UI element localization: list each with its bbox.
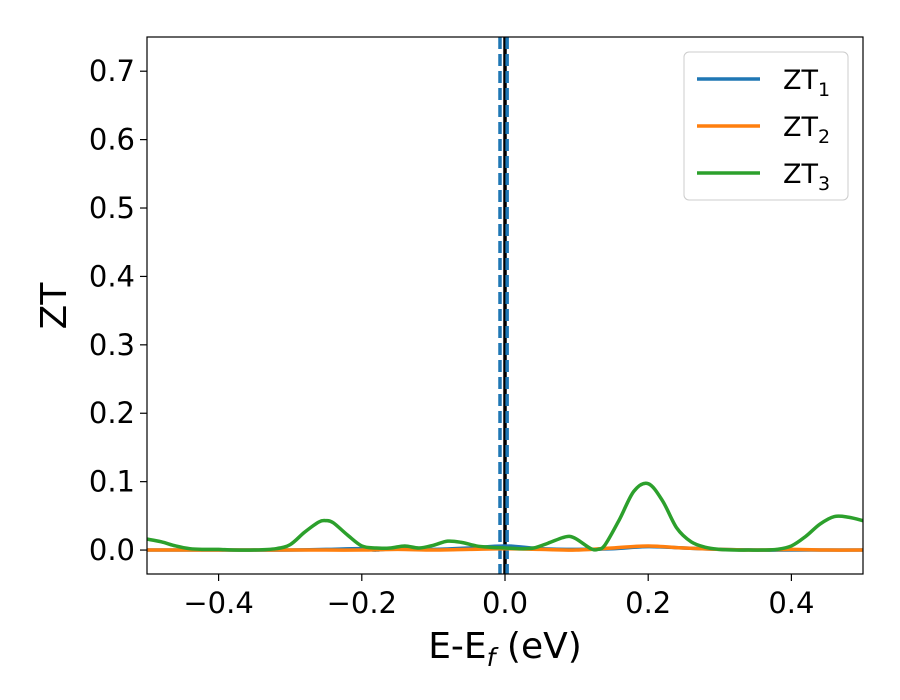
x-tick-label: 0.2 bbox=[625, 586, 671, 620]
legend-box bbox=[683, 51, 849, 201]
y-axis: 0.0 0.1 0.2 0.3 0.4 0.5 0.6 0.7 bbox=[89, 54, 147, 567]
vertical-reference-lines bbox=[498, 37, 509, 574]
legend-label-zt3: ZT3 bbox=[783, 159, 830, 195]
x-tick-label: 0.4 bbox=[768, 586, 814, 620]
y-axis-label: ZT bbox=[34, 282, 75, 330]
y-tick-label: 0.2 bbox=[89, 396, 135, 430]
x-tick-label: −0.4 bbox=[183, 586, 253, 620]
series-layer bbox=[147, 481, 863, 552]
x-axis-label-tail: (eV) bbox=[495, 626, 581, 667]
x-axis: −0.4 −0.2 0.0 0.2 0.4 bbox=[183, 574, 814, 620]
y-tick-label: 0.3 bbox=[89, 328, 135, 362]
y-tick-label: 0.7 bbox=[89, 54, 135, 88]
series-line-zt3 bbox=[147, 481, 863, 552]
y-tick-label: 0.5 bbox=[89, 191, 135, 225]
x-tick-label: 0.0 bbox=[482, 586, 528, 620]
y-tick-label: 0.6 bbox=[89, 123, 135, 157]
legend-label-zt1: ZT1 bbox=[783, 65, 830, 101]
y-tick-label: 0.4 bbox=[89, 259, 135, 293]
legend: ZT1 ZT2 ZT3 bbox=[683, 51, 849, 201]
x-axis-label-main: E-E bbox=[428, 626, 486, 667]
y-tick-label: 0.1 bbox=[89, 465, 135, 499]
x-tick-label: −0.2 bbox=[327, 586, 397, 620]
y-tick-label: 0.0 bbox=[89, 533, 135, 567]
legend-label-zt2: ZT2 bbox=[783, 112, 830, 148]
x-axis-label: E-Ef (eV) bbox=[428, 626, 582, 672]
